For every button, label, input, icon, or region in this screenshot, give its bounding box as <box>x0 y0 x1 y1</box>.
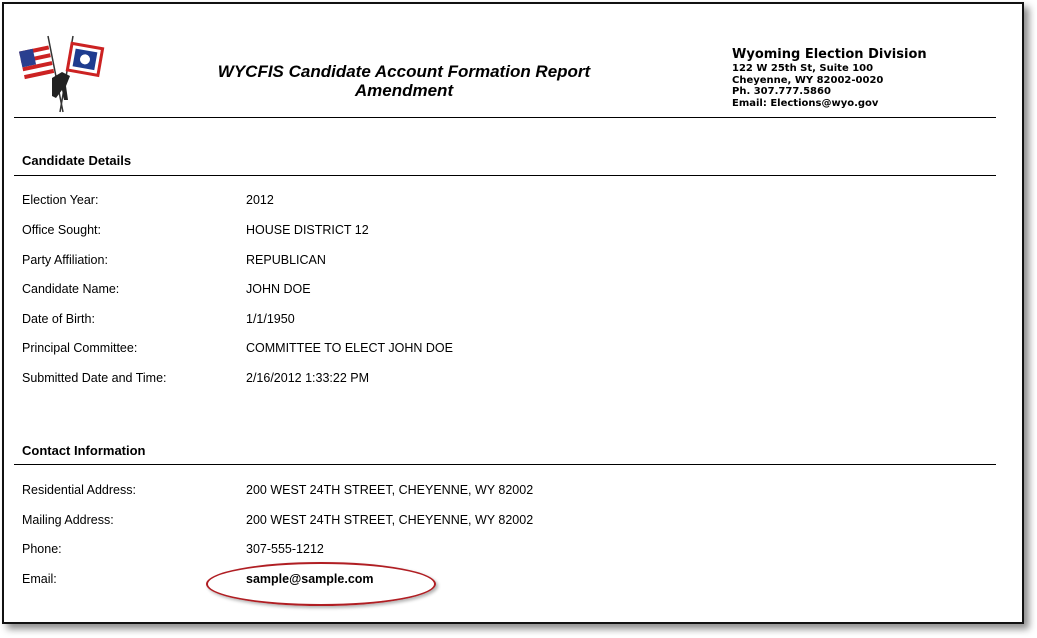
org-address1: 122 W 25th St, Suite 100 <box>732 63 874 74</box>
field-label: Residential Address: <box>22 483 136 497</box>
field-value: HOUSE DISTRICT 12 <box>246 223 369 237</box>
org-address2: Cheyenne, WY 82002-0020 <box>732 74 884 86</box>
field-label: Date of Birth: <box>22 312 95 326</box>
field-value: 1/1/1950 <box>246 312 295 326</box>
field-value: REPUBLICAN <box>246 253 326 267</box>
section-heading-contact-information: Contact Information <box>22 443 146 458</box>
report-page: WYCFIS Candidate Account Formation Repor… <box>2 2 1024 624</box>
highlight-ellipse <box>206 562 436 606</box>
section-heading-candidate-details: Candidate Details <box>22 153 132 168</box>
field-value: 2012 <box>246 193 274 207</box>
field-value: COMMITTEE TO ELECT JOHN DOE <box>246 341 453 355</box>
field-value: 307-555-1212 <box>246 542 324 556</box>
field-label: Party Affiliation: <box>22 253 108 267</box>
wyoming-flags-logo <box>19 35 105 113</box>
title-line-2: Amendment <box>354 81 454 100</box>
header-divider <box>14 117 996 118</box>
section-divider <box>14 175 996 176</box>
field-label: Candidate Name: <box>22 282 120 296</box>
field-label: Election Year: <box>22 193 99 207</box>
field-label: Phone: <box>22 542 62 556</box>
org-name: Wyoming Election Division <box>732 47 927 62</box>
field-label: Submitted Date and Time: <box>22 371 167 385</box>
org-email: Email: Elections@wyo.gov <box>732 97 879 109</box>
field-label: Email: <box>22 572 57 586</box>
field-label: Mailing Address: <box>22 513 114 527</box>
org-phone: Ph. 307.777.5860 <box>732 86 831 97</box>
field-value: 200 WEST 24TH STREET, CHEYENNE, WY 82002 <box>246 483 534 497</box>
title-line-1: WYCFIS Candidate Account Formation Repor… <box>217 62 591 81</box>
field-value: 200 WEST 24TH STREET, CHEYENNE, WY 82002 <box>246 513 534 527</box>
field-value: 2/16/2012 1:33:22 PM <box>246 371 370 385</box>
field-value: JOHN DOE <box>246 282 311 296</box>
field-label: Principal Committee: <box>22 341 138 355</box>
field-label: Office Sought: <box>22 223 101 237</box>
report-title: WYCFIS Candidate Account Formation Repor… <box>184 62 624 100</box>
org-info: Wyoming Election Division 122 W 25th St,… <box>732 47 927 109</box>
section-divider <box>14 464 996 465</box>
